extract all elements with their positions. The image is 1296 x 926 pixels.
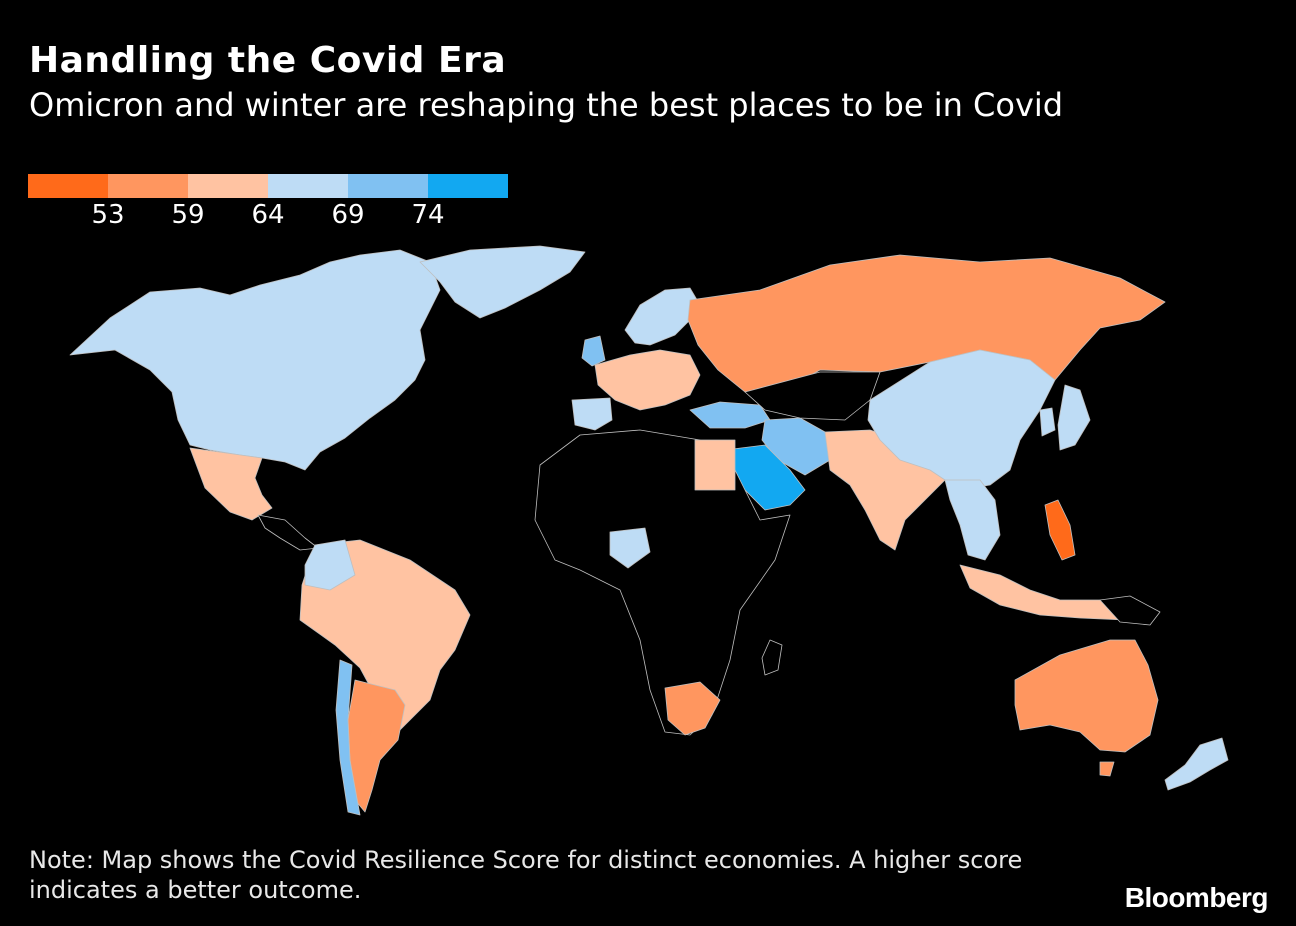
region-colombia-ecuador xyxy=(304,539,356,591)
footnote: Note: Map shows the Covid Resilience Sco… xyxy=(29,846,1023,904)
region-uk xyxy=(581,335,606,367)
legend-swatch-3 xyxy=(188,174,268,198)
region-indonesia xyxy=(959,564,1131,621)
legend-swatch-1 xyxy=(28,174,108,198)
region-iberia xyxy=(571,397,613,431)
region-south-america xyxy=(299,539,471,736)
world-map xyxy=(69,245,1229,816)
legend-swatch-4 xyxy=(268,174,348,198)
region-china xyxy=(867,349,1056,491)
legend-label: 69 xyxy=(331,200,365,230)
region-australia xyxy=(1014,639,1159,753)
region-south-africa xyxy=(664,681,721,736)
legend-label: 74 xyxy=(411,200,445,230)
region-philippines xyxy=(1044,499,1076,561)
legend-swatch-5 xyxy=(348,174,428,198)
region-korea xyxy=(1039,407,1056,437)
chart-title: Handling the Covid Era xyxy=(29,40,507,81)
region-japan xyxy=(1057,384,1091,451)
region-egypt xyxy=(694,439,736,491)
legend-label: 53 xyxy=(91,200,125,230)
region-north-america xyxy=(69,249,441,471)
region-new-zealand xyxy=(1164,737,1229,791)
region-central-asia xyxy=(744,371,881,421)
region-mexico xyxy=(189,447,273,521)
legend-swatch-2 xyxy=(108,174,188,198)
region-greenland xyxy=(419,245,586,319)
legend-label: 59 xyxy=(171,200,205,230)
region-nigeria xyxy=(609,527,651,569)
region-western-europe xyxy=(594,349,701,411)
region-argentina xyxy=(347,679,406,813)
legend-label: 64 xyxy=(251,200,285,230)
region-png xyxy=(1099,595,1161,626)
region-chile xyxy=(335,659,361,816)
region-tasmania xyxy=(1099,761,1115,777)
region-turkey xyxy=(689,401,771,429)
color-legend xyxy=(28,174,508,198)
legend-labels: 53 59 64 69 74 xyxy=(0,200,600,240)
legend-swatch-6 xyxy=(428,174,508,198)
region-se-asia xyxy=(944,479,1001,561)
bloomberg-logo: Bloomberg xyxy=(1124,882,1269,913)
chart-subtitle: Omicron and winter are reshaping the bes… xyxy=(29,86,1064,124)
region-madagascar xyxy=(761,639,783,676)
region-central-america xyxy=(257,514,319,551)
region-iran-iraq xyxy=(761,417,831,476)
